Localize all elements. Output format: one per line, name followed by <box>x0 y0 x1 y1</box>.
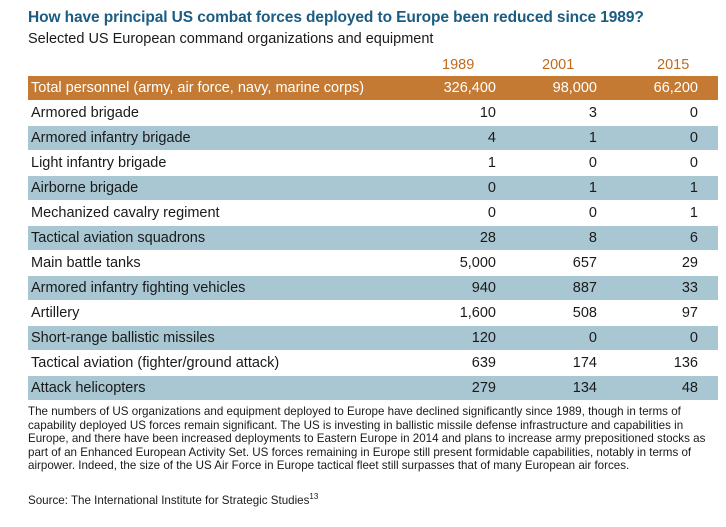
cell-2001: 98,000 <box>512 76 613 101</box>
cell-1989: 4 <box>404 125 512 151</box>
cell-1989: 639 <box>404 350 512 376</box>
header-year-2015: 2015 <box>657 57 690 73</box>
table-row: Attack helicopters 279 134 48 <box>28 375 718 401</box>
cell-2001: 657 <box>512 250 613 276</box>
cell-1989: 10 <box>404 100 512 126</box>
explanatory-note: The numbers of US organizations and equi… <box>28 405 706 473</box>
table-row: Tactical aviation squadrons 28 8 6 <box>28 225 718 251</box>
cell-2001: 0 <box>512 200 613 226</box>
page-subtitle: Selected US European command organizatio… <box>28 31 434 47</box>
cell-1989: 5,000 <box>404 250 512 276</box>
cell-2001: 3 <box>512 100 613 126</box>
cell-2001: 1 <box>512 175 613 201</box>
row-label: Short-range ballistic missiles <box>28 325 404 351</box>
cell-1989: 0 <box>404 175 512 201</box>
cell-2015: 0 <box>613 325 718 351</box>
row-label: Armored infantry brigade <box>28 125 404 151</box>
cell-1989: 940 <box>404 275 512 301</box>
cell-1989: 0 <box>404 200 512 226</box>
cell-2015: 97 <box>613 300 718 326</box>
table-row: Artillery 1,600 508 97 <box>28 300 718 326</box>
page-title: How have principal US combat forces depl… <box>28 9 644 26</box>
row-label: Main battle tanks <box>28 250 404 276</box>
forces-table: 1989 2001 2015 Total personnel (army, ai… <box>28 54 718 401</box>
table-row: Armored infantry fighting vehicles 940 8… <box>28 275 718 301</box>
table-row: Armored infantry brigade 4 1 0 <box>28 125 718 151</box>
header-year-2001: 2001 <box>542 57 575 73</box>
table-row: Armored brigade 10 3 0 <box>28 100 718 126</box>
table-row: Airborne brigade 0 1 1 <box>28 175 718 201</box>
cell-2015: 29 <box>613 250 718 276</box>
table-row: Light infantry brigade 1 0 0 <box>28 150 718 176</box>
cell-1989: 28 <box>404 225 512 251</box>
cell-2015: 1 <box>613 175 718 201</box>
source-text: Source: The International Institute for … <box>28 493 310 507</box>
cell-2001: 508 <box>512 300 613 326</box>
cell-2015: 1 <box>613 200 718 226</box>
row-label: Mechanized cavalry regiment <box>28 200 404 226</box>
row-label: Tactical aviation (fighter/ground attack… <box>28 350 404 376</box>
table-row-total-personnel: Total personnel (army, air force, navy, … <box>28 76 718 101</box>
cell-2015: 66,200 <box>613 76 718 101</box>
source-line: Source: The International Institute for … <box>28 492 318 507</box>
header-label-spacer <box>28 54 404 76</box>
cell-2001: 1 <box>512 125 613 151</box>
row-label: Tactical aviation squadrons <box>28 225 404 251</box>
header-year-1989: 1989 <box>442 57 475 73</box>
cell-2015: 0 <box>613 100 718 126</box>
table-row: Mechanized cavalry regiment 0 0 1 <box>28 200 718 226</box>
cell-2001: 0 <box>512 150 613 176</box>
cell-2001: 134 <box>512 375 613 401</box>
row-label: Artillery <box>28 300 404 326</box>
row-label: Airborne brigade <box>28 175 404 201</box>
table-row: Tactical aviation (fighter/ground attack… <box>28 350 718 376</box>
cell-2001: 174 <box>512 350 613 376</box>
cell-2001: 0 <box>512 325 613 351</box>
cell-1989: 120 <box>404 325 512 351</box>
row-label: Attack helicopters <box>28 375 404 401</box>
row-label: Armored infantry fighting vehicles <box>28 275 404 301</box>
cell-1989: 1,600 <box>404 300 512 326</box>
row-label: Armored brigade <box>28 100 404 126</box>
cell-2015: 48 <box>613 375 718 401</box>
row-label: Total personnel (army, air force, navy, … <box>28 76 404 101</box>
cell-2015: 33 <box>613 275 718 301</box>
cell-2015: 6 <box>613 225 718 251</box>
cell-2015: 0 <box>613 125 718 151</box>
cell-2001: 887 <box>512 275 613 301</box>
row-label: Light infantry brigade <box>28 150 404 176</box>
table-header-row: 1989 2001 2015 <box>28 54 718 76</box>
cell-1989: 279 <box>404 375 512 401</box>
cell-2015: 136 <box>613 350 718 376</box>
cell-1989: 1 <box>404 150 512 176</box>
cell-1989: 326,400 <box>404 76 512 101</box>
cell-2001: 8 <box>512 225 613 251</box>
table-row: Short-range ballistic missiles 120 0 0 <box>28 325 718 351</box>
table-row: Main battle tanks 5,000 657 29 <box>28 250 718 276</box>
source-footnote: 13 <box>309 492 319 501</box>
cell-2015: 0 <box>613 150 718 176</box>
